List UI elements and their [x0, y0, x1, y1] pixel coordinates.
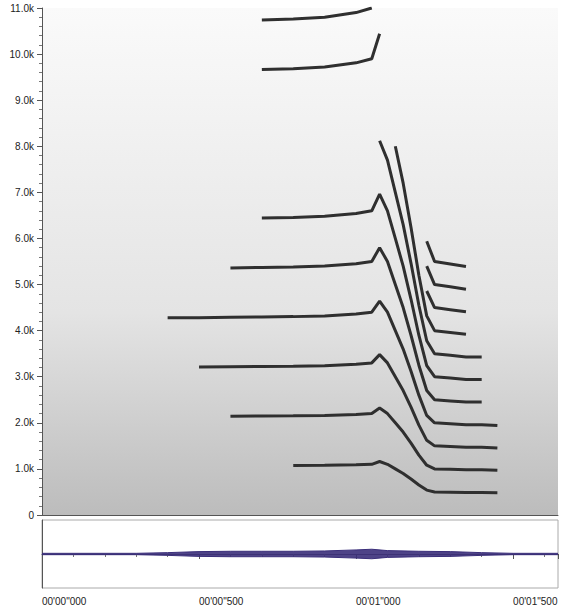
svg-text:00'00"000: 00'00"000: [42, 596, 87, 607]
svg-text:6.0k: 6.0k: [15, 233, 35, 244]
svg-text:00'01"500: 00'01"500: [513, 596, 558, 607]
svg-text:0: 0: [28, 510, 34, 521]
svg-text:00'00"500: 00'00"500: [199, 596, 244, 607]
svg-text:7.0k: 7.0k: [15, 187, 35, 198]
svg-text:9.0k: 9.0k: [15, 95, 35, 106]
svg-text:00'01"000: 00'01"000: [356, 596, 401, 607]
svg-text:3.0k: 3.0k: [15, 371, 35, 382]
svg-text:8.0k: 8.0k: [15, 141, 35, 152]
svg-text:10.0k: 10.0k: [10, 49, 35, 60]
svg-text:5.0k: 5.0k: [15, 279, 35, 290]
svg-text:2.0k: 2.0k: [15, 417, 35, 428]
svg-text:11.0k: 11.0k: [10, 3, 35, 14]
svg-text:4.0k: 4.0k: [15, 325, 35, 336]
svg-text:1.0k: 1.0k: [15, 463, 35, 474]
